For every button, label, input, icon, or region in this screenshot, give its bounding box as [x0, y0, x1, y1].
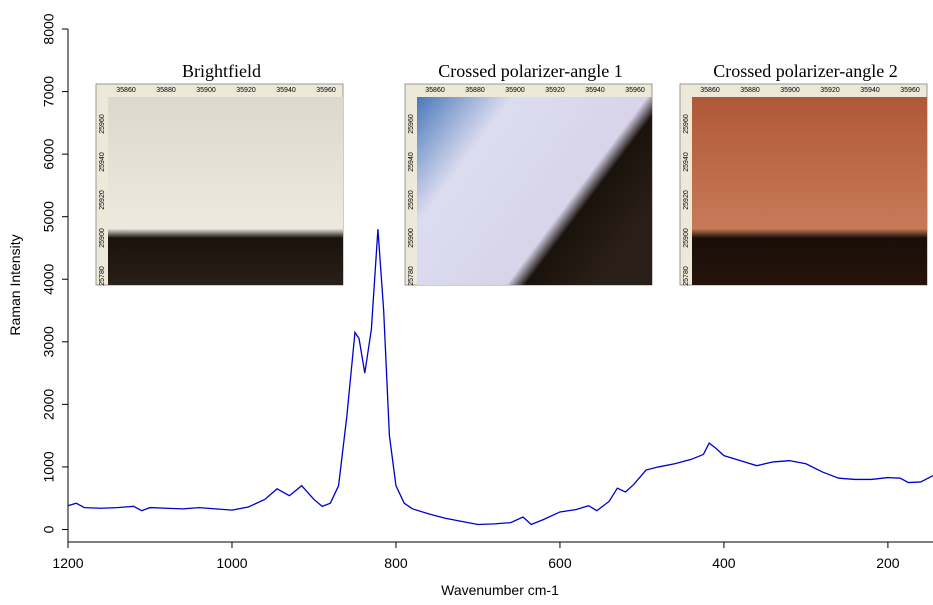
x-tick-label: 600 [548, 555, 572, 571]
inset-x-tick-label: 35940 [585, 87, 605, 94]
inset-y-tick-label: 25920 [408, 190, 415, 210]
inset-y-tick-label: 25960 [683, 114, 690, 134]
inset-x-tick-label: 35960 [316, 87, 336, 94]
inset-image [692, 97, 927, 285]
inset-x-tick-label: 35920 [820, 87, 840, 94]
inset-x-tick-label: 35960 [625, 87, 645, 94]
y-tick-label: 2000 [41, 389, 57, 420]
inset-y-tick-label: 25780 [683, 266, 690, 286]
y-tick-label: 4000 [41, 263, 57, 294]
y-tick-label: 7000 [41, 76, 57, 107]
inset-image [108, 97, 343, 285]
inset-title: Brightfield [182, 61, 261, 81]
x-axis-title: Wavenumber cm-1 [441, 582, 559, 598]
inset-x-tick-label: 35880 [465, 87, 485, 94]
inset-image [417, 97, 652, 285]
x-tick-label: 800 [384, 555, 408, 571]
inset-y-tick-label: 25940 [99, 152, 106, 172]
inset-y-tick-label: 25940 [683, 152, 690, 172]
y-axis-title: Raman Intensity [7, 234, 23, 335]
inset-x-tick-label: 35900 [196, 87, 216, 94]
inset-x-tick-label: 35860 [425, 87, 445, 94]
inset-title: Crossed polarizer-angle 1 [438, 61, 623, 81]
inset-x-tick-label: 35880 [740, 87, 760, 94]
x-tick-label: 1200 [52, 555, 83, 571]
y-tick-label: 6000 [41, 138, 57, 169]
inset-x-tick-label: 35880 [156, 87, 176, 94]
spectrum-line [67, 229, 933, 526]
inset-x-tick-label: 35900 [505, 87, 525, 94]
inset-x-tick-label: 35920 [236, 87, 256, 94]
inset-y-tick-label: 25920 [683, 190, 690, 210]
x-tick-label: 1000 [216, 555, 247, 571]
inset-x-tick-label: 35960 [900, 87, 920, 94]
inset-y-tick-label: 25780 [99, 266, 106, 286]
inset-x-tick-label: 35860 [116, 87, 136, 94]
y-tick-label: 5000 [41, 201, 57, 232]
x-tick-label: 200 [876, 555, 900, 571]
inset-y-tick-label: 25900 [683, 228, 690, 248]
inset-title: Crossed polarizer-angle 2 [713, 61, 898, 81]
inset-x-tick-label: 35940 [276, 87, 296, 94]
inset-y-tick-label: 25960 [408, 114, 415, 134]
y-tick-label: 3000 [41, 326, 57, 357]
y-tick-label: 0 [41, 525, 57, 533]
inset-x-tick-label: 35860 [700, 87, 720, 94]
inset-y-tick-label: 25920 [99, 190, 106, 210]
inset-y-tick-label: 25780 [408, 266, 415, 286]
inset-x-tick-label: 35920 [545, 87, 565, 94]
inset-y-tick-label: 25940 [408, 152, 415, 172]
x-tick-label: 400 [712, 555, 736, 571]
inset-x-tick-label: 35900 [780, 87, 800, 94]
inset-y-tick-label: 25900 [408, 228, 415, 248]
inset-y-tick-label: 25960 [99, 114, 106, 134]
inset-x-tick-label: 35940 [860, 87, 880, 94]
y-tick-label: 8000 [41, 13, 57, 44]
y-tick-label: 1000 [41, 451, 57, 482]
inset-y-tick-label: 25900 [99, 228, 106, 248]
